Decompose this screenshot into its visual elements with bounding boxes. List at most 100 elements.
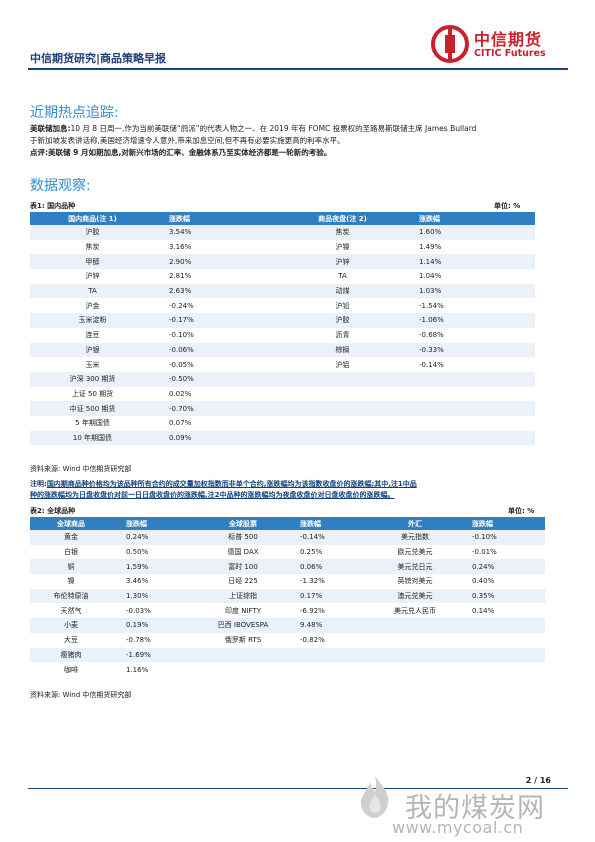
- domestic-cell: TA: [338, 272, 347, 281]
- table2-unit: 单位: %: [508, 507, 535, 515]
- domestic-cell: 玉米: [85, 360, 100, 369]
- table2-caption: 表2: 全球品种: [30, 507, 76, 515]
- table-row: 天然气 -0.03% 印度 NIFTY -6.92% 美元兑人民币 0.14%: [30, 603, 545, 618]
- global-cell: 0.40%: [472, 577, 495, 586]
- global-cell: 0.06%: [286, 559, 372, 575]
- table-row: 黄金 0.24% 标普 500 -0.14% 美元指数 -0.10%: [30, 530, 545, 545]
- global-cell: 标普 500: [200, 530, 286, 545]
- domestic-cell: 0.02%: [169, 389, 192, 398]
- note-text-2: 种的涨跌幅均为日盘收盘价对前一日日盘收盘价的涨跌幅,注2中品种的涨跌幅均为夜盘收…: [30, 491, 395, 499]
- table-row: 沪金 -0.24% 沪铅 -1.54%: [30, 298, 535, 313]
- global-cell: 0.50%: [126, 548, 149, 557]
- domestic-cell: 2.63%: [155, 283, 280, 299]
- domestic-cell: [280, 371, 405, 387]
- section-data-title: 数据观察:: [30, 178, 91, 194]
- global-cell: 铜: [30, 559, 112, 575]
- global-cell: 1.59%: [112, 559, 200, 575]
- global-cell: 美元指数: [372, 530, 458, 545]
- table-row: 上证 50 期货 0.02%: [30, 387, 535, 402]
- domestic-cell: 动煤: [280, 283, 405, 299]
- global-cell: 瘦猪肉: [30, 647, 112, 663]
- footer-divider: [28, 788, 568, 789]
- table-row: 瘦猪肉 -1.69%: [30, 647, 545, 663]
- comment-text: 美联储 9 月如期加息,对新兴市场的汇率、金融体系乃至实体经济都是一轮新的考验。: [48, 148, 332, 157]
- domestic-cell: 5 年期国债: [75, 419, 110, 428]
- domestic-cell: -0.17%: [155, 313, 280, 328]
- watermark-url: www.mycoal.cn: [392, 818, 524, 837]
- domestic-cell: 沪银: [30, 342, 155, 358]
- domestic-cell: TA: [30, 283, 155, 299]
- global-cell: 0.19%: [112, 618, 200, 633]
- global-cell: [286, 647, 372, 663]
- global-cell: [372, 618, 458, 633]
- global-header-cell: 涨跌幅: [112, 517, 200, 530]
- domestic-cell: 玉米淀粉: [30, 313, 155, 328]
- table1-unit: 单位: %: [494, 202, 521, 210]
- global-cell: [458, 647, 545, 663]
- table2-source: 资料来源: Wind 中信期货研究部: [30, 691, 132, 699]
- global-cell: 大豆: [64, 636, 78, 645]
- global-cell: 3.46%: [126, 577, 149, 586]
- global-cell: 0.25%: [300, 548, 323, 557]
- domestic-cell: -1.54%: [419, 301, 444, 310]
- global-cell: 俄罗斯 RTS: [224, 636, 262, 645]
- news-label: 美联储加息:: [30, 124, 71, 133]
- domestic-cell: 1.03%: [405, 283, 535, 299]
- table-row: 连豆 -0.10% 沥青 -0.68%: [30, 328, 535, 343]
- domestic-cell: -0.68%: [419, 331, 444, 340]
- domestic-table: 国内商品(注 1) 涨跌幅 商品夜盘(注 2) 涨跌幅 沪胶 3.54% 焦炭 1.60% 焦炭…: [30, 212, 535, 446]
- global-cell: 印度 NIFTY: [225, 606, 261, 615]
- brand-name-en: CITIC Futures: [474, 48, 546, 59]
- table-row: 咖啡 1.16%: [30, 662, 545, 677]
- comment-label: 点评:: [30, 148, 48, 157]
- domestic-cell: -0.05%: [169, 360, 194, 369]
- domestic-cell: 3.16%: [169, 243, 192, 252]
- table-row: 玉米淀粉 -0.17% 沪胶 -1.06%: [30, 313, 535, 328]
- domestic-cell: 焦炭: [280, 225, 405, 240]
- global-cell: 富时 100: [200, 559, 286, 575]
- domestic-cell: 甲醇: [30, 254, 155, 270]
- global-header-cell: 全球股票: [200, 517, 286, 530]
- global-header-row: 全球商品 涨跌幅 全球股票 涨跌幅 外汇 涨跌幅: [30, 517, 545, 530]
- domestic-cell: 1.04%: [419, 272, 442, 281]
- global-header-cell: 全球商品: [30, 517, 112, 530]
- news-text: 10 月 8 日周一,作为当前美联储“鸽派”的代表人物之一、在 2019 年有 …: [70, 124, 477, 133]
- global-cell: [372, 662, 458, 677]
- domestic-cell: 沪深 300 期货: [30, 371, 155, 387]
- global-cell: [286, 662, 372, 677]
- global-cell: 白银: [64, 548, 78, 557]
- domestic-cell: 沪锌: [85, 272, 100, 281]
- global-cell: 0.17%: [286, 588, 372, 604]
- table-row: TA 2.63% 动煤 1.03%: [30, 283, 535, 299]
- domestic-cell: [405, 416, 535, 431]
- global-cell: 0.24%: [458, 559, 545, 575]
- domestic-cell: 中证 500 期货: [30, 401, 155, 416]
- domestic-cell: 1.49%: [419, 243, 442, 252]
- domestic-header-cell: 国内商品(注 1): [30, 212, 155, 225]
- domestic-cell: 连豆: [85, 331, 100, 340]
- table1-source: 资料来源: Wind 中信期货研究部: [30, 465, 132, 473]
- domestic-cell: 沪锌: [280, 254, 405, 270]
- global-cell: 德国 DAX: [227, 548, 259, 557]
- table-row: 沪锌 2.81% TA 1.04%: [30, 269, 535, 284]
- domestic-cell: 沪镍: [335, 243, 350, 252]
- domestic-cell: [405, 387, 535, 402]
- global-cell: -0.10%: [458, 530, 545, 545]
- global-cell: 1.30%: [112, 588, 200, 604]
- global-cell: [458, 633, 545, 648]
- table-row: 布伦特原油 1.30% 上证综指 0.17% 澳元兑美元 0.35%: [30, 588, 545, 604]
- domestic-cell: 沪金: [85, 301, 100, 310]
- domestic-cell: 0.09%: [155, 430, 280, 446]
- table-row: 大豆 -0.78% 俄罗斯 RTS -0.82%: [30, 633, 545, 648]
- report-header-title: 中信期货研究|商品策略早报: [30, 52, 167, 65]
- global-cell: 0.14%: [472, 606, 495, 615]
- domestic-cell: [280, 430, 405, 446]
- domestic-cell: [405, 430, 535, 446]
- global-cell: 天然气: [60, 606, 82, 615]
- section-hot-topics-title: 近期热点追踪:: [30, 105, 119, 121]
- domestic-cell: -0.06%: [155, 342, 280, 358]
- domestic-cell: 棕榈: [280, 342, 405, 358]
- global-cell: 日经 225: [228, 577, 258, 586]
- global-cell: -6.92%: [300, 606, 325, 615]
- domestic-cell: -0.10%: [169, 331, 194, 340]
